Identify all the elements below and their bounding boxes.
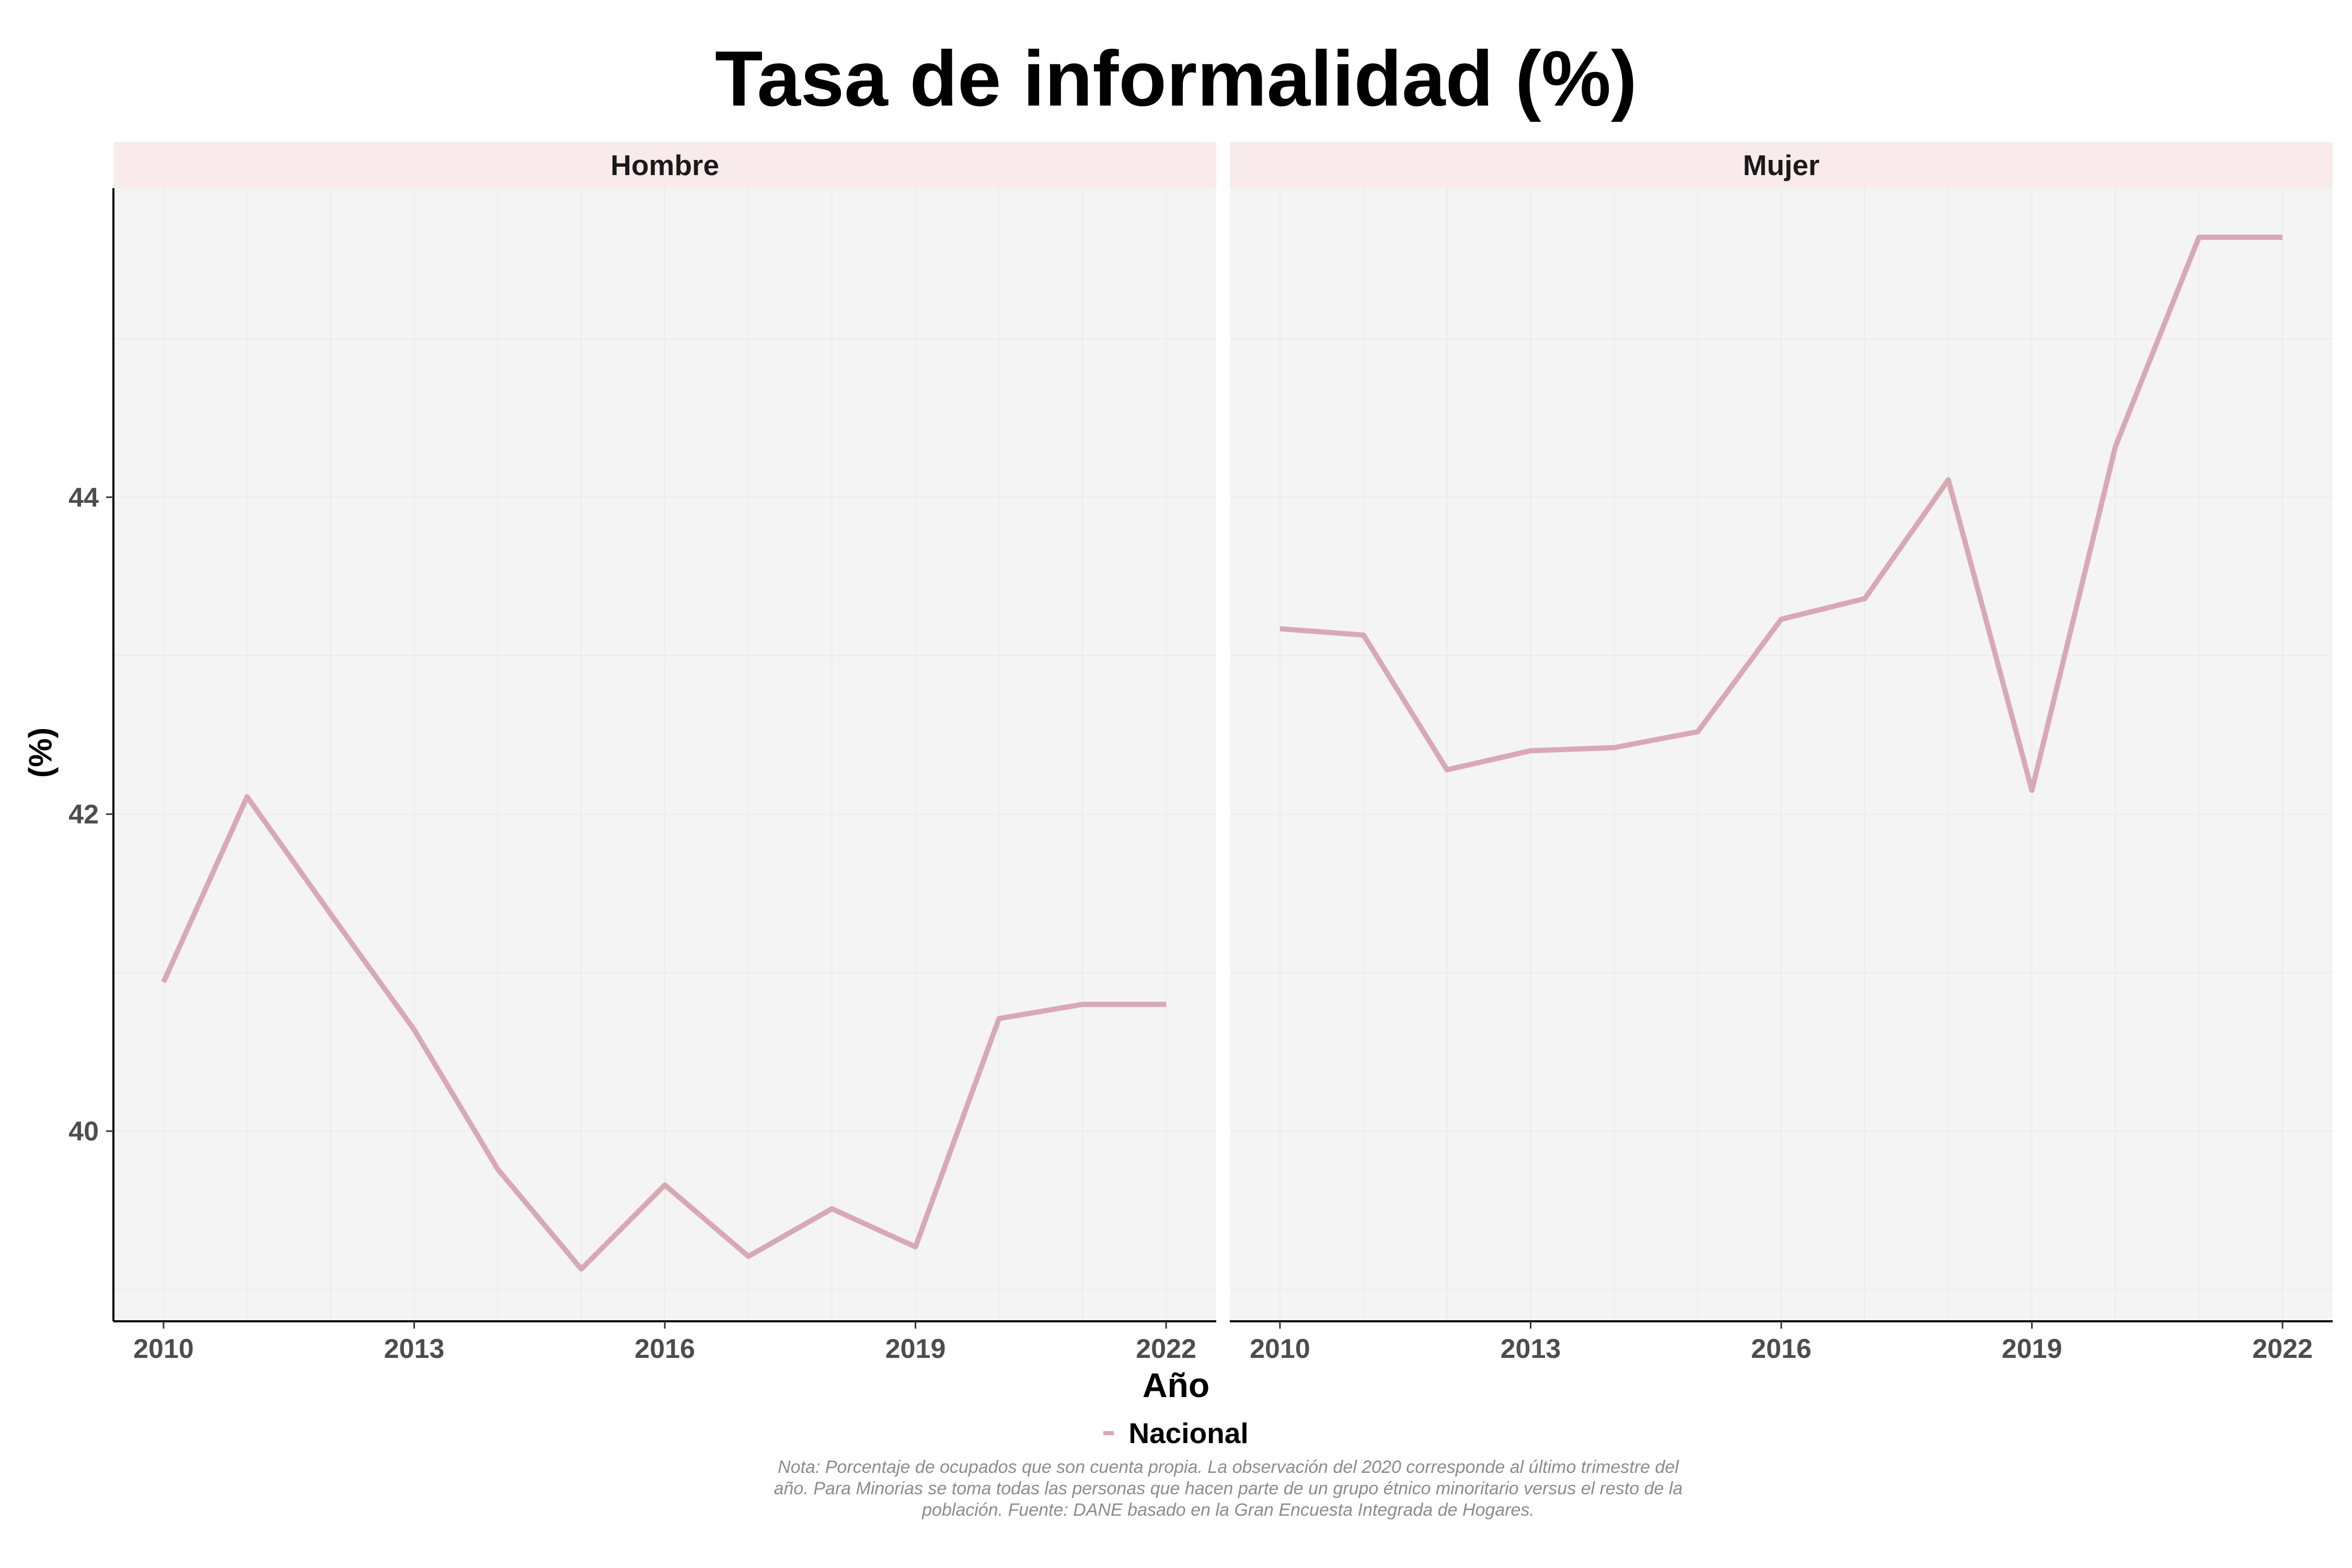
x-axis-label: Año (1142, 1366, 1210, 1404)
series-line-hombre (161, 794, 1167, 1272)
chart-title: Tasa de informalidad (%) (714, 34, 1638, 122)
facet-strip-mujer: Mujer (1230, 142, 2333, 188)
x-tick-label: 2013 (1501, 1334, 1561, 1364)
y-tick-label: 40 (68, 1116, 99, 1147)
x-tick-label: 2016 (1751, 1334, 1812, 1364)
legend-key-nacional (1103, 1431, 1114, 1435)
x-tick-label: 2016 (635, 1334, 695, 1364)
caption-note: Nota: Porcentaje de ocupados que son cue… (774, 1457, 1683, 1520)
x-tick-label: 2022 (2252, 1334, 2313, 1364)
y-tick-label: 44 (68, 482, 99, 513)
x-tick-label: 2022 (1136, 1334, 1196, 1364)
legend-label-nacional: Nacional (1128, 1417, 1249, 1449)
x-tick-label: 2019 (885, 1334, 946, 1364)
series-line-mujer (1279, 234, 2283, 793)
facet-strip-hombre: Hombre (113, 142, 1216, 188)
legend: Nacional (0, 1416, 2352, 1450)
y-axis-label: (%) (22, 727, 59, 778)
x-tick-label: 2019 (2002, 1334, 2062, 1364)
x-tick-label: 2010 (1250, 1334, 1310, 1364)
x-tick-label: 2013 (384, 1334, 445, 1364)
x-tick-label: 2010 (133, 1334, 194, 1364)
y-tick-label: 42 (68, 800, 99, 830)
